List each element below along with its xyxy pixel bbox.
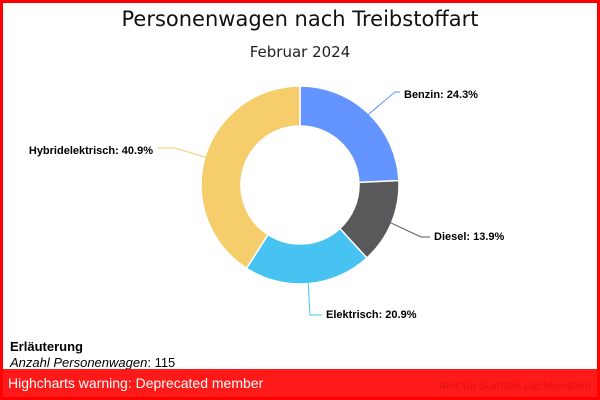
slices-group — [200, 85, 400, 285]
connector-elektrisch — [307, 277, 322, 316]
slice-hybridelektrisch[interactable] — [200, 85, 301, 270]
warning-message: Highcharts warning: Deprecated member — [8, 375, 264, 391]
data-label-benzin: Benzin: 24.3% — [404, 89, 478, 101]
data-label-hybridelektrisch: Hybridelektrisch: 40.9% — [29, 145, 153, 157]
connector-benzin — [363, 91, 400, 119]
credits-link[interactable]: Amt für Statistik Liechtenstein — [439, 381, 591, 392]
caption-value: 115 — [154, 355, 176, 370]
chart-subtitle: Februar 2024 — [249, 43, 351, 61]
caption-heading: Erläuterung — [10, 339, 83, 354]
caption-line: Anzahl Personenwagen: 115 — [10, 355, 175, 371]
chart-title: Personenwagen nach Treibstoffart — [121, 7, 479, 31]
caption-separator: : — [147, 355, 155, 370]
caption: Erläuterung Anzahl Personenwagen: 115 — [10, 339, 175, 371]
connectors-group — [158, 91, 430, 316]
labels-group: Benzin: 24.3% Diesel: 13.9% Elektrisch: 20… — [29, 89, 505, 321]
connector-diesel — [385, 220, 430, 238]
caption-label: Anzahl Personenwagen — [10, 355, 148, 370]
warning-bar: Highcharts warning: Deprecated member Am… — [3, 369, 597, 397]
slice-benzin[interactable] — [299, 85, 400, 184]
data-label-elektrisch: Elektrisch: 20.9% — [326, 309, 417, 321]
data-label-diesel: Diesel: 13.9% — [434, 231, 505, 243]
connector-hybridelektrisch — [158, 147, 211, 160]
